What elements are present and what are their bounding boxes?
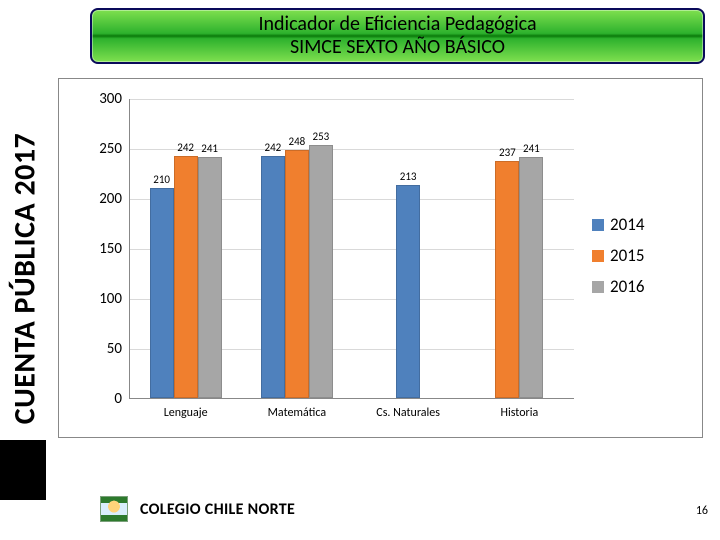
bar <box>198 157 222 398</box>
bar-value-label: 248 <box>289 135 306 148</box>
page-number: 16 <box>696 504 708 518</box>
title-line-1: Indicador de Eficiencia Pedagógica <box>258 13 536 36</box>
footer-text: COLEGIO CHILE NORTE <box>140 500 295 519</box>
bar-value-label: 242 <box>177 141 194 154</box>
title-banner: Indicador de Eficiencia Pedagógica SIMCE… <box>90 8 705 64</box>
title-inner: Indicador de Eficiencia Pedagógica SIMCE… <box>258 13 536 59</box>
sidebar-label: CUENTA PÚBLICA 2017 <box>7 64 44 494</box>
bar <box>519 157 543 398</box>
bar-value-label: 241 <box>523 142 540 155</box>
title-line-2: SIMCE SEXTO AÑO BÁSICO <box>258 36 536 59</box>
legend-swatch-icon <box>592 281 604 293</box>
legend-label: 2015 <box>610 245 644 266</box>
y-axis-label: 0 <box>80 390 122 408</box>
plot-region: 050100150200250300Lenguaje210242241Matem… <box>129 99 574 399</box>
bar-value-label: 210 <box>153 173 170 186</box>
school-logo-icon <box>100 496 128 522</box>
y-axis-label: 150 <box>80 240 122 258</box>
legend-label: 2016 <box>610 276 644 297</box>
bar-value-label: 242 <box>265 141 282 154</box>
bar <box>309 145 333 398</box>
bar-value-label: 241 <box>201 142 218 155</box>
x-axis-label: Lenguaje <box>130 406 241 420</box>
bar <box>396 185 420 398</box>
bar-value-label: 237 <box>499 146 516 159</box>
footer: COLEGIO CHILE NORTE <box>100 496 295 522</box>
legend-label: 2014 <box>610 214 644 235</box>
legend-swatch-icon <box>592 250 604 262</box>
bar-value-label: 213 <box>400 170 417 183</box>
legend-item: 2014 <box>592 214 692 235</box>
sidebar-black-strip <box>0 440 46 500</box>
x-axis-label: Matemática <box>241 406 352 420</box>
bar <box>150 188 174 398</box>
bar-value-label: 253 <box>313 130 330 143</box>
x-axis-label: Historia <box>464 406 575 420</box>
chart-area: 0 50 100 150 200 250 300 Lenguaje 210 242 241 Matem… <box>58 78 703 438</box>
bar <box>261 156 285 398</box>
legend-item: 2016 <box>592 276 692 297</box>
bar <box>285 150 309 398</box>
bar <box>495 161 519 398</box>
y-axis-label: 100 <box>80 290 122 308</box>
y-axis-label: 250 <box>80 140 122 158</box>
legend-item: 2015 <box>592 245 692 266</box>
legend: 2014 2015 2016 <box>592 214 692 307</box>
y-axis-label: 50 <box>80 340 122 358</box>
gridline <box>130 99 574 100</box>
y-axis-label: 300 <box>80 90 122 108</box>
x-axis-label: Cs. Naturales <box>353 406 464 420</box>
legend-swatch-icon <box>592 219 604 231</box>
bar <box>174 156 198 398</box>
y-axis-label: 200 <box>80 190 122 208</box>
